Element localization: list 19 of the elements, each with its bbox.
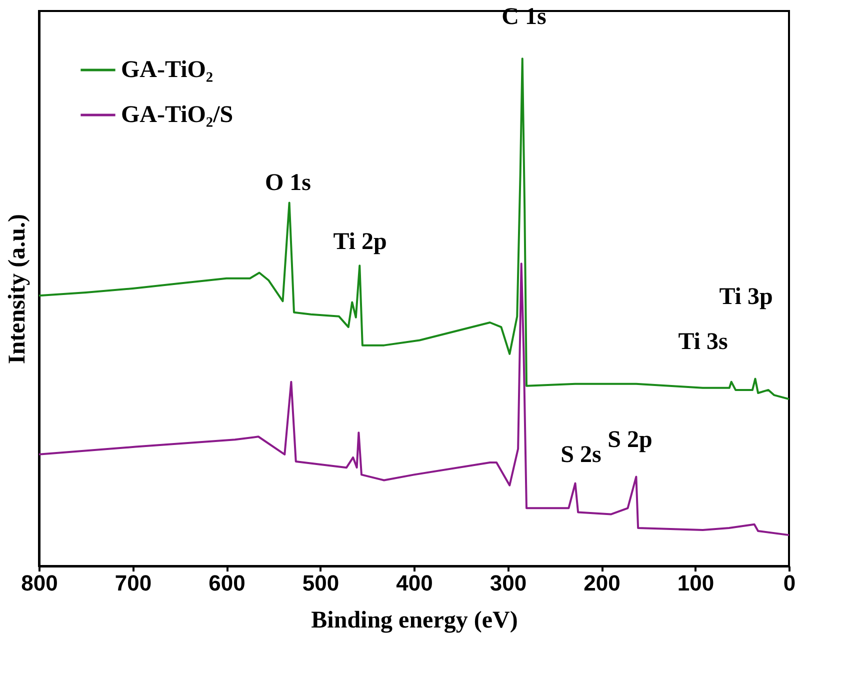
x-tick-label: 700 [114, 570, 152, 596]
x-tick-label: 600 [208, 570, 246, 596]
legend-label: GA-TiO₂ [121, 57, 214, 83]
annotation: O 1s [264, 170, 312, 196]
y-axis-title: Intensity (a.u.) [4, 214, 30, 364]
annotation: Ti 3p [719, 284, 773, 310]
x-tick-label: 400 [396, 570, 433, 596]
x-tick-label: 0 [783, 570, 796, 596]
x-tick-label: 500 [302, 570, 340, 596]
x-tick-label: 100 [677, 570, 714, 596]
annotation: Ti 2p [333, 229, 387, 255]
annotation: S 2s [560, 442, 602, 468]
x-tick-label: 300 [490, 570, 527, 596]
x-tick-label: 200 [584, 570, 620, 596]
annotation: Ti 3s [678, 329, 728, 355]
legend-label: GA-TiO₂/S [121, 102, 234, 128]
x-tick-label: 800 [21, 570, 58, 596]
annotation: S 2p [608, 427, 652, 453]
x-axis-title: Binding energy (eV) [311, 608, 518, 634]
